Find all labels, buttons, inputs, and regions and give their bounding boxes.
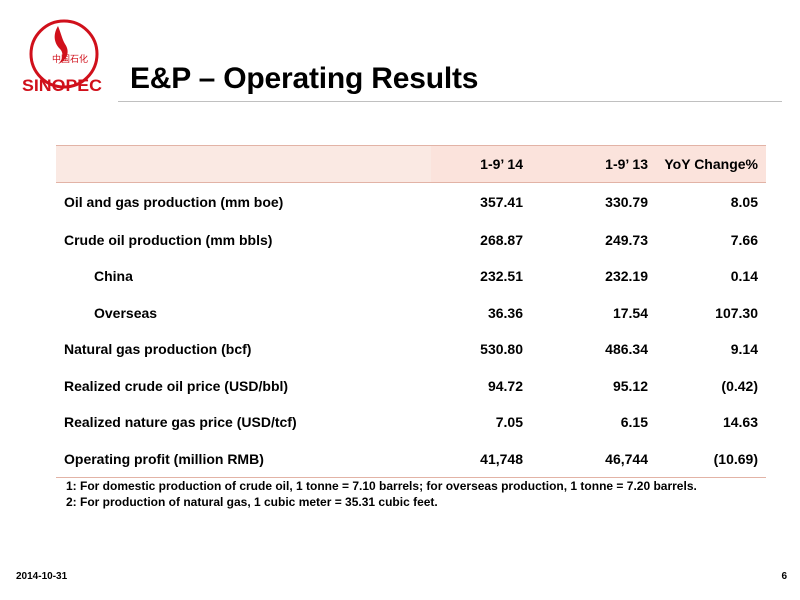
row-label: Realized crude oil price (USD/bbl) <box>64 377 289 394</box>
table-row: Oil and gas production (mm boe) 357.41 3… <box>56 183 766 222</box>
table-header-row: 1-9’ 14 1-9’ 13 YoY Change% <box>56 145 766 183</box>
table-row: Realized crude oil price (USD/bbl) 94.72… <box>56 368 766 405</box>
value-2014: 268.87 <box>480 231 523 248</box>
value-yoy: 0.14 <box>730 268 758 285</box>
logo-chinese-text: 中国石化 <box>52 53 88 65</box>
page-number: 6 <box>781 571 787 582</box>
value-2013: 95.12 <box>612 377 648 394</box>
value-2014: 357.41 <box>480 194 523 211</box>
row-label: Operating profit (million RMB) <box>56 440 431 478</box>
value-yoy: 107.30 <box>715 304 758 321</box>
value-2014: 41,748 <box>431 440 531 478</box>
column-header-2014: 1-9’ 14 <box>431 145 531 183</box>
value-2013: 232.19 <box>605 268 648 285</box>
row-label: Natural gas production (bcf) <box>64 341 252 358</box>
column-header-yoy: YoY Change% <box>656 145 766 183</box>
logo-wordmark: SINOPEC <box>22 76 102 95</box>
value-2013: 17.54 <box>612 304 648 321</box>
table-row: Crude oil production (mm bbls) 268.87 24… <box>56 222 766 259</box>
table-row: Operating profit (million RMB) 41,748 46… <box>56 440 766 478</box>
row-label: Overseas <box>94 304 158 321</box>
row-label: China <box>94 268 133 285</box>
footnotes: 1: For domestic production of crude oil,… <box>66 478 697 510</box>
row-label: Realized nature gas price (USD/tcf) <box>64 414 297 431</box>
operating-results-table: 1-9’ 14 1-9’ 13 YoY Change% Oil and gas … <box>56 145 766 478</box>
value-2013: 46,744 <box>531 440 656 478</box>
value-yoy: 7.66 <box>730 231 758 248</box>
value-yoy: 8.05 <box>730 194 758 211</box>
value-2014: 530.80 <box>480 341 523 358</box>
table-row: Realized nature gas price (USD/tcf) 7.05… <box>56 404 766 441</box>
value-yoy: 14.63 <box>722 414 758 431</box>
value-yoy: 9.14 <box>730 341 758 358</box>
value-2014: 232.51 <box>480 268 523 285</box>
value-yoy: (0.42) <box>721 377 758 394</box>
title-divider <box>118 101 782 102</box>
footnote-2: 2: For production of natural gas, 1 cubi… <box>66 495 438 509</box>
logo-flame <box>54 26 68 64</box>
value-yoy: (10.69) <box>656 440 766 478</box>
footer-date: 2014-10-31 <box>16 571 68 582</box>
value-2014: 94.72 <box>487 377 523 394</box>
table-row: China 232.51 232.19 0.14 <box>56 258 766 295</box>
value-2014: 7.05 <box>495 414 523 431</box>
value-2013: 330.79 <box>605 194 648 211</box>
column-header-label <box>56 145 431 183</box>
value-2013: 249.73 <box>605 231 648 248</box>
row-label: Oil and gas production (mm boe) <box>64 194 284 211</box>
row-label: Crude oil production (mm bbls) <box>64 231 273 248</box>
value-2013: 6.15 <box>620 414 648 431</box>
logo-ring <box>29 19 99 89</box>
page-title: E&P – Operating Results <box>130 62 479 95</box>
column-header-2013: 1-9’ 13 <box>531 145 656 183</box>
value-2014: 36.36 <box>487 304 523 321</box>
table-row: Overseas 36.36 17.54 107.30 <box>56 295 766 332</box>
footnote-1: 1: For domestic production of crude oil,… <box>66 479 697 493</box>
sinopec-logo: 中国石化 SINOPEC <box>22 19 102 95</box>
value-2013: 486.34 <box>605 341 648 358</box>
table-row: Natural gas production (bcf) 530.80 486.… <box>56 331 766 368</box>
